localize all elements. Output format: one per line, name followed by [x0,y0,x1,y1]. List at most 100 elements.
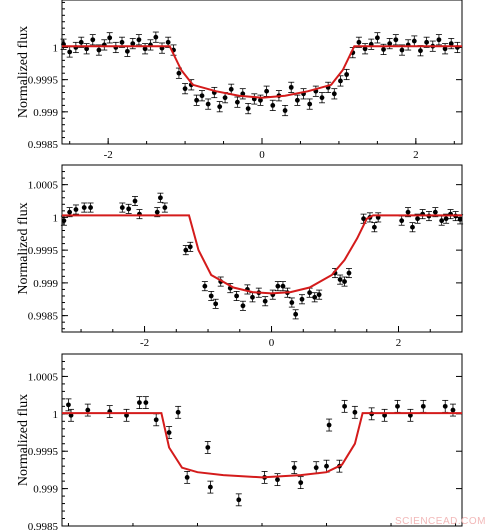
data-point [294,94,301,106]
data-marker [194,97,200,103]
data-marker [202,283,208,289]
data-point [263,85,270,97]
data-marker [130,41,136,47]
data-marker [264,88,270,94]
data-marker [346,270,352,276]
data-point [435,34,442,46]
data-point [448,38,455,50]
data-point [193,94,200,106]
y-tick-label: 0.9985 [28,311,59,323]
data-point [245,103,252,115]
data-point [362,43,369,55]
data-marker [316,292,322,298]
data-marker [85,407,91,413]
y-tick-label: 1 [53,409,59,421]
data-point [65,398,72,412]
data-point [142,396,149,409]
data-marker [262,298,268,304]
data-point [208,290,215,301]
data-marker [356,39,362,45]
data-marker [199,93,205,99]
data-point [325,81,332,93]
data-point [112,41,119,54]
y-axis-title: Normalized flux [16,202,31,294]
data-point [292,309,299,320]
data-marker [66,402,71,408]
data-marker [154,209,160,215]
data-point [409,222,416,233]
data-marker [371,224,377,230]
data-point [311,292,318,303]
data-marker [275,477,280,483]
data-marker [165,39,171,45]
y-tick-label: 0.999 [33,484,58,496]
data-point [159,42,165,54]
plot-frame [61,164,463,333]
data-marker [362,46,368,52]
y-tick-label: 1 [53,212,59,224]
data-marker [207,484,213,490]
data-point [201,281,208,292]
data-marker [126,206,132,212]
data-point [216,101,223,113]
data-marker [67,209,73,215]
data-point [81,202,88,213]
data-point [374,32,381,44]
data-marker [289,300,295,305]
data-point [119,202,126,213]
data-point [251,93,258,105]
y-tick-label: 0.9995 [28,245,59,257]
model-curve [62,214,462,295]
data-marker [132,198,138,204]
data-marker [217,104,223,110]
data-marker [407,412,413,418]
data-point [394,399,401,413]
data-point [405,39,412,51]
data-marker [307,101,313,107]
data-marker [158,195,163,201]
data-marker [312,294,318,300]
model-curve [62,45,462,99]
data-point [153,413,160,427]
data-marker [175,409,181,415]
data-marker [442,403,448,409]
data-marker [280,283,286,289]
data-marker [395,403,400,409]
data-marker [73,207,79,212]
y-tick-label: 0.9995 [28,446,59,458]
x-tick-label: -2 [140,337,149,349]
data-marker [245,106,251,112]
data-marker [382,412,387,418]
data-marker [208,293,214,299]
data-point [182,83,189,95]
model-curve [62,412,462,479]
data-point [212,298,219,309]
data-point [136,396,143,409]
data-point [423,36,430,48]
data-point [235,493,242,507]
data-point [368,38,375,50]
data-marker [432,209,438,215]
data-point [312,85,319,97]
data-marker [270,102,276,108]
data-point [449,403,456,417]
data-point [72,41,79,54]
data-point [419,209,426,220]
data-point [124,45,131,57]
data-marker [344,72,350,77]
data-point [157,192,164,203]
data-point [106,32,113,44]
data-marker [293,311,299,317]
data-point [84,403,91,417]
x-tick-label: -2 [104,149,113,161]
data-marker [136,37,142,43]
data-point [300,88,307,100]
data-point [299,294,305,305]
data-point [239,88,246,100]
data-point [129,38,136,50]
data-marker [187,244,193,250]
data-marker [424,39,430,45]
data-point [291,461,298,475]
data-point [72,204,79,215]
